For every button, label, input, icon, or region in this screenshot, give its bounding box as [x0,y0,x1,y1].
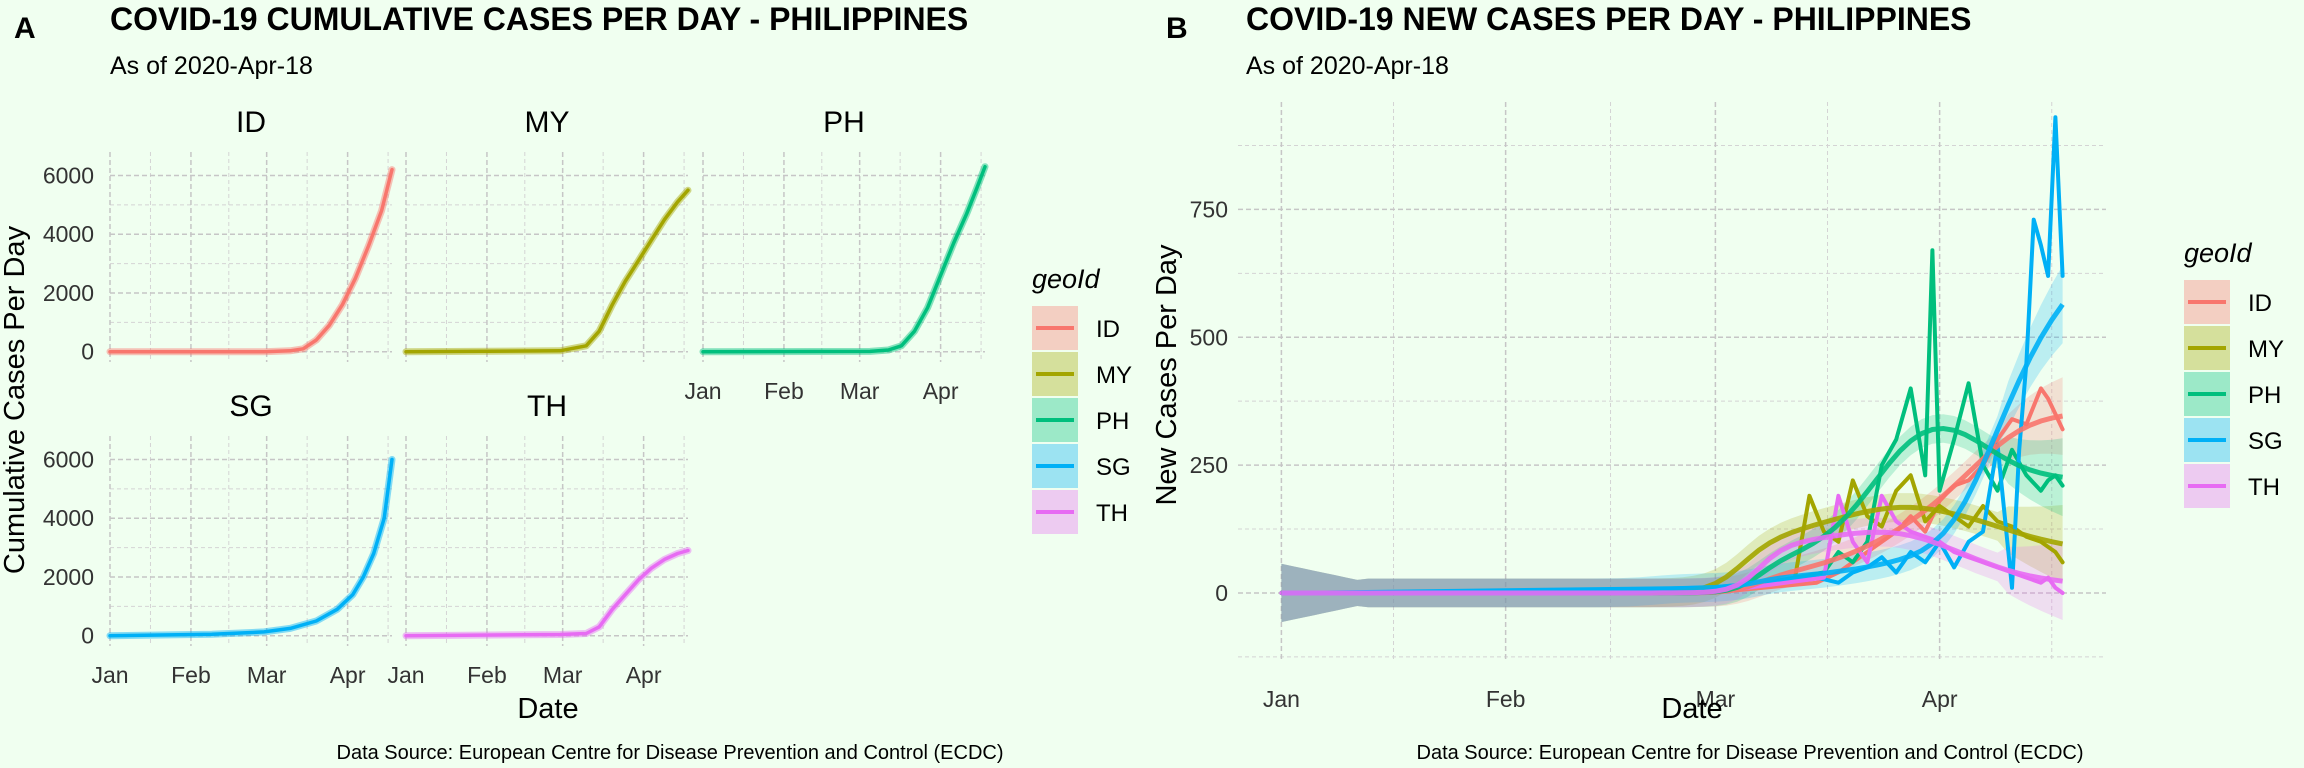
panel-a-ph-line-shadow [699,163,989,356]
panel-b-x-tick-label: Feb [1486,686,1526,712]
panel-a-sg-strip-label: SG [229,390,272,423]
panel-b-band-id [1281,377,2063,623]
panel-a-legend-label-my: MY [1096,362,1132,389]
panel-a-x-tick-label: Feb [764,378,804,404]
panel-a-th-line [404,548,690,638]
panel-a-legend-label-ph: PH [1096,408,1129,435]
panel-b-legend-label-ph: PH [2248,382,2281,409]
panel-a-y-tick-label: 6000 [43,162,94,188]
panel-a-legend-label-th: TH [1096,500,1128,527]
panel-a-my-line [404,188,690,354]
panel-a-legend-label-id: ID [1096,316,1120,343]
panel-b-band-ph [1281,414,2063,623]
panel-a-sg-line [108,457,394,638]
panel-a-y-tick-label: 6000 [43,446,94,472]
panel-a-x-tick-label: Jan [91,662,128,688]
panel-a-y-axis-label: Cumulative Cases Per Day [0,225,31,574]
panel-b-source: Data Source: European Centre for Disease… [1417,742,2084,764]
panel-b-x-axis-label: Date [1661,693,1722,725]
panel-b-line-sg [1279,115,2065,595]
panel-b-chart: 0 250 500 750 Jan Feb Mar Apr Date New Cases Per … [1151,102,2284,725]
panel-a-x-tick-label: Mar [247,662,287,688]
panel-b-x-tick-label: Jan [1263,686,1300,712]
panel-b-x-tick-label: Apr [1922,686,1958,712]
panel-a-x-tick-label: Apr [330,662,366,688]
panel-a-chart: ID 0 2000 4000 6000 MY PH Jan Feb Mar Apr SG 0 2000 40… [0,106,1132,725]
panel-a-x-axis-label: Date [517,693,578,725]
panel-b-legend-label-id: ID [2248,290,2272,317]
panel-a-ph-strip-label: PH [823,106,865,139]
panel-a-ph-line [701,164,987,354]
panel-a-x-tick-label: Jan [387,662,424,688]
panel-a-title: COVID-19 CUMULATIVE CASES PER DAY - PHIL… [110,1,968,37]
panel-b-subtitle: As of 2020-Apr-18 [1246,52,1449,80]
panel-a-my-strip-label: MY [525,106,570,139]
panel-a-id-strip-label: ID [236,106,266,139]
panel-a-y-tick-label: 4000 [43,505,94,531]
panel-b-trend-th [1281,529,2063,596]
panel-a-id-line-shadow [106,166,396,356]
panel-a-source: Data Source: European Centre for Disease… [337,742,1004,764]
panel-b-y-tick-label: 750 [1190,196,1228,222]
panel-b-y-tick-label: 500 [1190,324,1228,350]
panel-a-x-tick-label: Mar [840,378,880,404]
panel-a-x-tick-label: Feb [467,662,507,688]
panel-a-my-line-shadow [402,186,692,356]
panel-a-y-tick-label: 2000 [43,280,94,306]
panel-b-y-tick-label: 0 [1215,580,1228,606]
panel-b-legend-label-my: MY [2248,336,2284,363]
panel-b-y-axis-label: New Cases Per Day [1151,244,1183,506]
panel-a-x-tick-label: Apr [626,662,662,688]
panel-b-title: COVID-19 NEW CASES PER DAY - PHILIPPINES [1246,1,1972,37]
panel-b-legend-label-th: TH [2248,474,2280,501]
panel-a-x-tick-label: Feb [171,662,211,688]
panel-a-y-tick-label: 0 [81,623,94,649]
panel-b-x-tick-label: Mar [1696,686,1736,712]
panel-a-x-tick-label: Mar [543,662,583,688]
panel-a-legend-title: geoId [1032,264,1101,294]
panel-b-legend-title: geoId [2184,238,2253,268]
panel-a-subtitle: As of 2020-Apr-18 [110,52,313,80]
panel-a-x-tick-label: Jan [684,378,721,404]
panel-a-th-line-shadow [402,547,692,640]
panel-a-y-tick-label: 0 [81,339,94,365]
panel-b-y-tick-label: 250 [1190,452,1228,478]
panel-b-line-th [1279,493,2065,595]
panel-b-tag: B [1166,12,1188,45]
panel-a-legend-label-sg: SG [1096,454,1131,481]
panel-a-id-line [108,167,394,354]
panel-a-y-tick-label: 2000 [43,564,94,590]
panel-b-band-sg [1281,265,2063,623]
panel-a-y-tick-label: 4000 [43,221,94,247]
panel-a-x-tick-label: Apr [923,378,959,404]
panel-a-tag: A [14,12,36,45]
panel-a-th-strip-label: TH [527,390,567,423]
panel-b-legend-label-sg: SG [2248,428,2283,455]
